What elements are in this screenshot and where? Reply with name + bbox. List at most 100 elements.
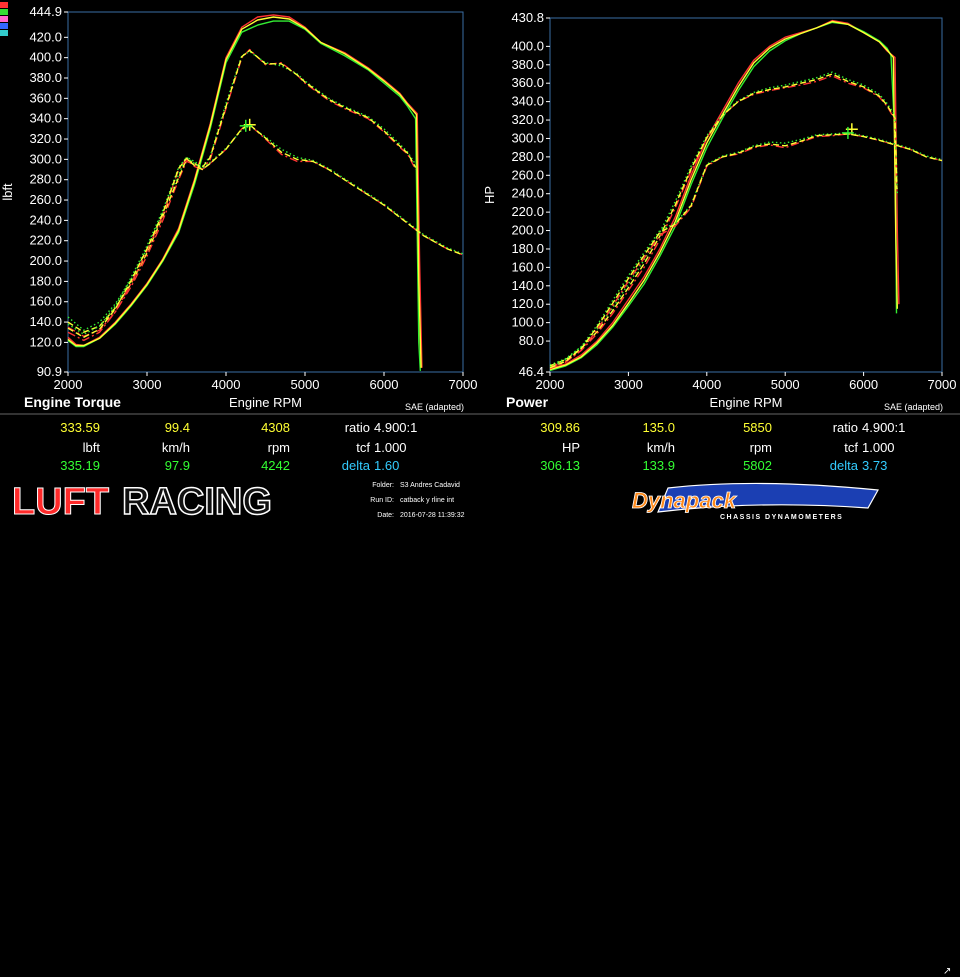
delta-label: delta	[829, 458, 858, 473]
series-line	[549, 19, 900, 370]
y-tick-label: 90.9	[37, 364, 62, 379]
series-line	[549, 133, 943, 370]
y-tick-label: 400.0	[29, 50, 62, 65]
power-value-run2: 306.13	[540, 458, 580, 473]
series-line	[549, 133, 943, 369]
x-tick-label: 7000	[928, 377, 957, 392]
speed-unit: km/h	[646, 440, 675, 455]
run-legend-swatches	[0, 2, 8, 37]
date-label: Date:	[377, 512, 394, 519]
rpm-unit: rpm	[749, 440, 772, 455]
ratio-value: 4.900:1	[862, 420, 906, 435]
series-line	[67, 125, 464, 335]
y-tick-label: 300.0	[511, 130, 544, 145]
run-id-label: Run ID:	[370, 497, 394, 504]
series-line	[67, 124, 464, 342]
x-tick-label: 2000	[54, 377, 83, 392]
chart-title: Engine Torque	[24, 394, 121, 410]
dynapack-logo: Dynapack CHASSIS DYNAMOMETERS	[632, 482, 879, 521]
run-id-value: catback y rline int	[400, 497, 455, 504]
y-tick-label: 46.4	[519, 364, 544, 379]
y-tick-label: 420.0	[29, 29, 62, 44]
dyno-charts: 444.9 420.0 400.0 380.0 360.0 340.0 320.0 300.0…	[0, 4, 960, 415]
luft-logo-text: LUFT	[12, 481, 109, 520]
mouse-cursor-icon: ↗	[943, 966, 952, 977]
series-line	[67, 20, 421, 371]
y-tick-label: 220.0	[511, 204, 544, 219]
series-line	[549, 132, 943, 368]
series-line	[549, 21, 898, 372]
x-tick-label: 3000	[133, 377, 162, 392]
power-readout: 309.86 135.0 5850 ratio 4.900:1 HP km/h …	[480, 416, 950, 476]
y-tick-label: 200.0	[29, 253, 62, 268]
rpm-unit: rpm	[267, 440, 290, 455]
racing-logo-text: RACING	[122, 481, 272, 520]
torque-value-run1: 333.59	[60, 420, 100, 435]
speed-value-run2: 133.9	[642, 458, 675, 473]
y-tick-label: 280.0	[511, 149, 544, 164]
y-tick-label: 240.0	[29, 212, 62, 227]
folder-label: Folder:	[372, 482, 394, 489]
chart-note: SAE (adapted)	[884, 402, 943, 412]
x-tick-label: 5000	[291, 377, 320, 392]
speed-value-run2: 97.9	[164, 458, 190, 473]
y-tick-label: 444.9	[29, 4, 62, 19]
tcf-value: 1.000	[374, 440, 407, 455]
speed-unit: km/h	[161, 440, 190, 455]
y-axis-label: lbft	[0, 183, 15, 201]
x-tick-label: 7000	[449, 377, 478, 392]
y-tick-label: 140.0	[29, 314, 62, 329]
speed-value-run1: 99.4	[164, 420, 190, 435]
legend-swatch	[0, 2, 8, 8]
y-tick-label: 360.0	[29, 90, 62, 105]
rpm-value-run2: 4242	[261, 458, 290, 473]
y-tick-label: 260.0	[29, 192, 62, 207]
torque-readout: 333.59 99.4 4308 ratio 4.900:1 lbft km/h…	[0, 416, 470, 476]
y-tick-label: 120.0	[511, 296, 544, 311]
x-tick-label: 4000	[692, 377, 721, 392]
y-tick-label: 380.0	[511, 57, 544, 72]
power-value-run1: 309.86	[540, 420, 580, 435]
series-line	[67, 50, 417, 331]
y-tick-label: 160.0	[511, 259, 544, 274]
x-tick-label: 4000	[212, 377, 241, 392]
footer: LUFT RACING Folder: S3 Andres Cadavid Ru…	[0, 478, 960, 977]
rpm-value-run2: 5802	[743, 458, 772, 473]
ratio-label: ratio	[344, 420, 370, 435]
dynapack-swoosh	[657, 482, 879, 513]
delta-label: delta	[341, 458, 370, 473]
y-tick-label: 380.0	[29, 70, 62, 85]
y-tick-label: 100.0	[511, 315, 544, 330]
y-tick-label: 120.0	[29, 334, 62, 349]
y-tick-label: 340.0	[511, 94, 544, 109]
x-tick-label: 6000	[849, 377, 878, 392]
x-tick-label: 5000	[771, 377, 800, 392]
series-line	[67, 48, 417, 337]
x-axis-label: Engine RPM	[229, 395, 302, 410]
y-tick-label: 300.0	[29, 151, 62, 166]
y-tick-label: 180.0	[29, 273, 62, 288]
chart-note: SAE (adapted)	[405, 402, 464, 412]
speed-value-run1: 135.0	[642, 420, 675, 435]
torque-unit: lbft	[82, 440, 100, 455]
y-tick-label: 340.0	[29, 111, 62, 126]
x-tick-label: 2000	[536, 377, 565, 392]
power-unit: HP	[561, 440, 580, 455]
delta-value: 1.60	[374, 458, 400, 473]
tcf-label: tcf	[356, 440, 370, 455]
y-tick-label: 320.0	[29, 131, 62, 146]
y-tick-label: 80.0	[519, 333, 544, 348]
tcf-label: tcf	[844, 440, 858, 455]
series-line	[549, 73, 898, 367]
series-line	[67, 124, 464, 338]
y-tick-label: 320.0	[511, 112, 544, 127]
series-line	[549, 20, 898, 371]
plot-area-border	[549, 17, 943, 373]
x-axis-label: Engine RPM	[710, 395, 783, 410]
chart-title: Power	[506, 394, 549, 410]
luft-racing-logo: LUFT RACING	[12, 480, 273, 520]
legend-swatch	[0, 9, 8, 15]
x-tick-label: 6000	[370, 377, 399, 392]
y-tick-label: 400.0	[511, 38, 544, 53]
